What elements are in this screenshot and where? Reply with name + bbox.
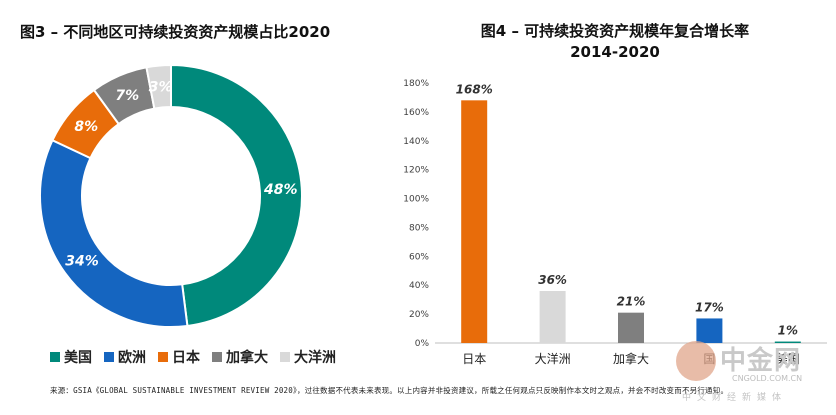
bar-value-label-1: 36%	[538, 273, 567, 287]
watermark-brand: 中金网	[720, 346, 802, 376]
y-tick-label-0: 0%	[415, 339, 430, 349]
donut-legend: 美国 欧洲 日本 加拿大 大洋洲	[50, 347, 336, 367]
x-category-label-2: 加拿大	[613, 351, 649, 366]
bar-4	[774, 341, 801, 343]
bar-chart: 0% 20% 40% 60% 80% 100% 120% 140% 160% 180% 168% 日本…	[403, 79, 827, 366]
donut-label-3: 7%	[115, 88, 139, 104]
legend-label-4: 大洋洲	[294, 350, 336, 366]
x-category-label-4: 美国	[776, 352, 800, 366]
y-tick-label-2: 40%	[409, 281, 429, 291]
bar-chart-title: 图4 – 可持续投资资产规模年复合增长率 2014-2020	[440, 21, 790, 63]
legend-swatch-0	[50, 352, 60, 362]
donut-slice-1	[39, 138, 189, 328]
bar-2	[618, 312, 644, 343]
donut-chart-title: 图3 – 不同地区可持续投资资产规模占比2020	[20, 23, 331, 41]
legend-swatch-2	[158, 352, 168, 362]
donut-label-2: 8%	[74, 119, 98, 135]
donut-slice-4	[145, 63, 172, 110]
legend-item-3: 加拿大	[212, 347, 268, 367]
bar-value-label-4: 1%	[778, 324, 798, 338]
y-tick-label-9: 180%	[403, 79, 429, 89]
bar-3	[696, 318, 723, 343]
bar-1	[539, 291, 566, 343]
bar-chart-subtitle: 2014-2020	[570, 43, 660, 61]
donut-slice-0	[170, 63, 303, 328]
bar-value-label-0: 168%	[456, 82, 493, 96]
watermark-url: CNGOLD.COM.CN	[732, 374, 803, 383]
y-tick-label-5: 100%	[403, 195, 429, 205]
legend-label-0: 美国	[64, 350, 92, 366]
donut-chart: 48% 34% 8% 7% 3%	[39, 63, 303, 328]
y-tick-label-1: 20%	[409, 310, 429, 320]
legend-item-4: 大洋洲	[280, 347, 336, 367]
coin-logo-icon	[676, 341, 716, 381]
y-tick-label-3: 60%	[409, 252, 429, 262]
legend-label-3: 加拿大	[226, 350, 268, 366]
legend-item-2: 日本	[158, 347, 200, 367]
y-tick-label-7: 140%	[403, 137, 429, 147]
donut-label-1: 34%	[65, 254, 99, 270]
bar-value-label-2: 21%	[617, 295, 646, 309]
x-category-label-0: 日本	[462, 352, 486, 366]
y-tick-label-8: 160%	[403, 108, 429, 118]
legend-label-1: 欧洲	[118, 350, 146, 366]
legend-item-1: 欧洲	[104, 347, 146, 367]
watermark-tagline: 中文财经新媒体	[682, 393, 788, 403]
source-footnote: 来源：GSIA《GLOBAL SUSTAINABLE INVESTMENT RE…	[50, 386, 729, 395]
bar-chart-title-main: 图4 – 可持续投资资产规模年复合增长率	[480, 22, 750, 40]
donut-label-0: 48%	[263, 182, 298, 198]
legend-label-2: 日本	[172, 350, 200, 366]
legend-swatch-1	[104, 352, 114, 362]
watermark: 中金网 CNGOLD.COM.CN 中文财经新媒体	[676, 338, 826, 408]
legend-swatch-4	[280, 352, 290, 362]
legend-swatch-3	[212, 352, 222, 362]
x-category-label-1: 大洋洲	[535, 351, 571, 366]
bar-0	[461, 100, 488, 343]
donut-label-4: 3%	[149, 79, 173, 95]
y-tick-label-4: 80%	[409, 223, 429, 233]
legend-item-0: 美国	[50, 347, 92, 367]
bar-value-label-3: 17%	[695, 300, 724, 314]
y-tick-label-6: 120%	[403, 166, 429, 176]
